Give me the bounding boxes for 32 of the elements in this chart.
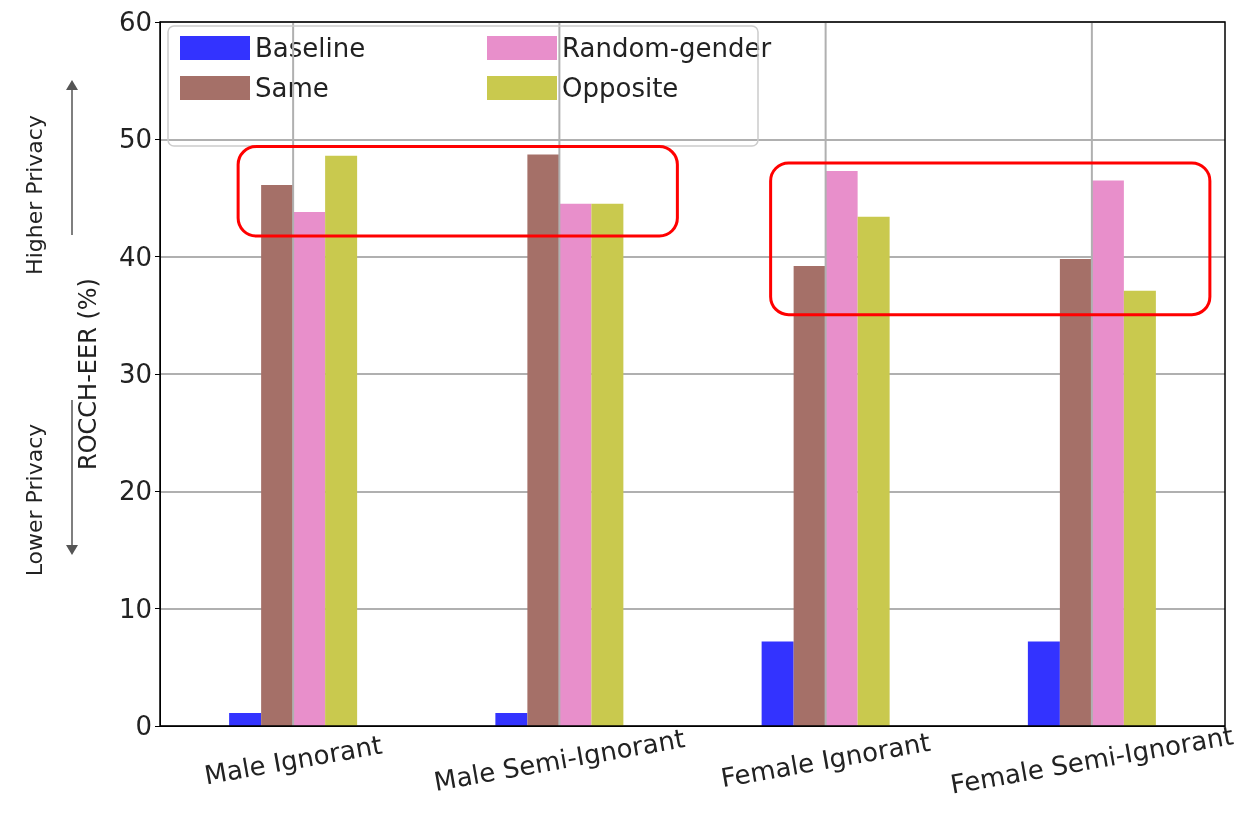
bar [591, 203, 624, 726]
legend-label: Same [255, 73, 329, 103]
bar [293, 212, 326, 726]
y-tick-label: 0 [135, 711, 152, 741]
y-axis-title: ROCCH-EER (%) [74, 278, 102, 470]
bar [793, 266, 826, 726]
text: Higher Privacy [22, 115, 47, 275]
x-tick-label: Male Ignorant [202, 729, 385, 791]
legend-label: Random-gender [562, 33, 772, 63]
bar [857, 216, 890, 726]
bar [229, 713, 262, 726]
bar [1123, 290, 1156, 726]
bar [1059, 259, 1092, 726]
bar [1091, 180, 1124, 726]
bar [761, 641, 794, 726]
bar [495, 713, 528, 726]
bar [559, 203, 592, 726]
y-tick-label: 20 [118, 476, 152, 507]
legend-label: Baseline [255, 33, 366, 63]
x-tick-label: Female Ignorant [718, 726, 933, 794]
y-tick-label: 40 [118, 241, 152, 272]
y-tick-label: 50 [118, 124, 152, 155]
y-tick-label: 60 [118, 7, 152, 37]
bar [1027, 641, 1060, 726]
text: Lower Privacy [22, 423, 47, 577]
bar [325, 155, 358, 726]
legend-label: Opposite [562, 73, 679, 103]
y-tick-label: 10 [118, 593, 152, 624]
bar [527, 154, 560, 726]
bar [825, 171, 858, 726]
y-tick-label: 30 [118, 359, 152, 389]
bar [261, 185, 294, 726]
